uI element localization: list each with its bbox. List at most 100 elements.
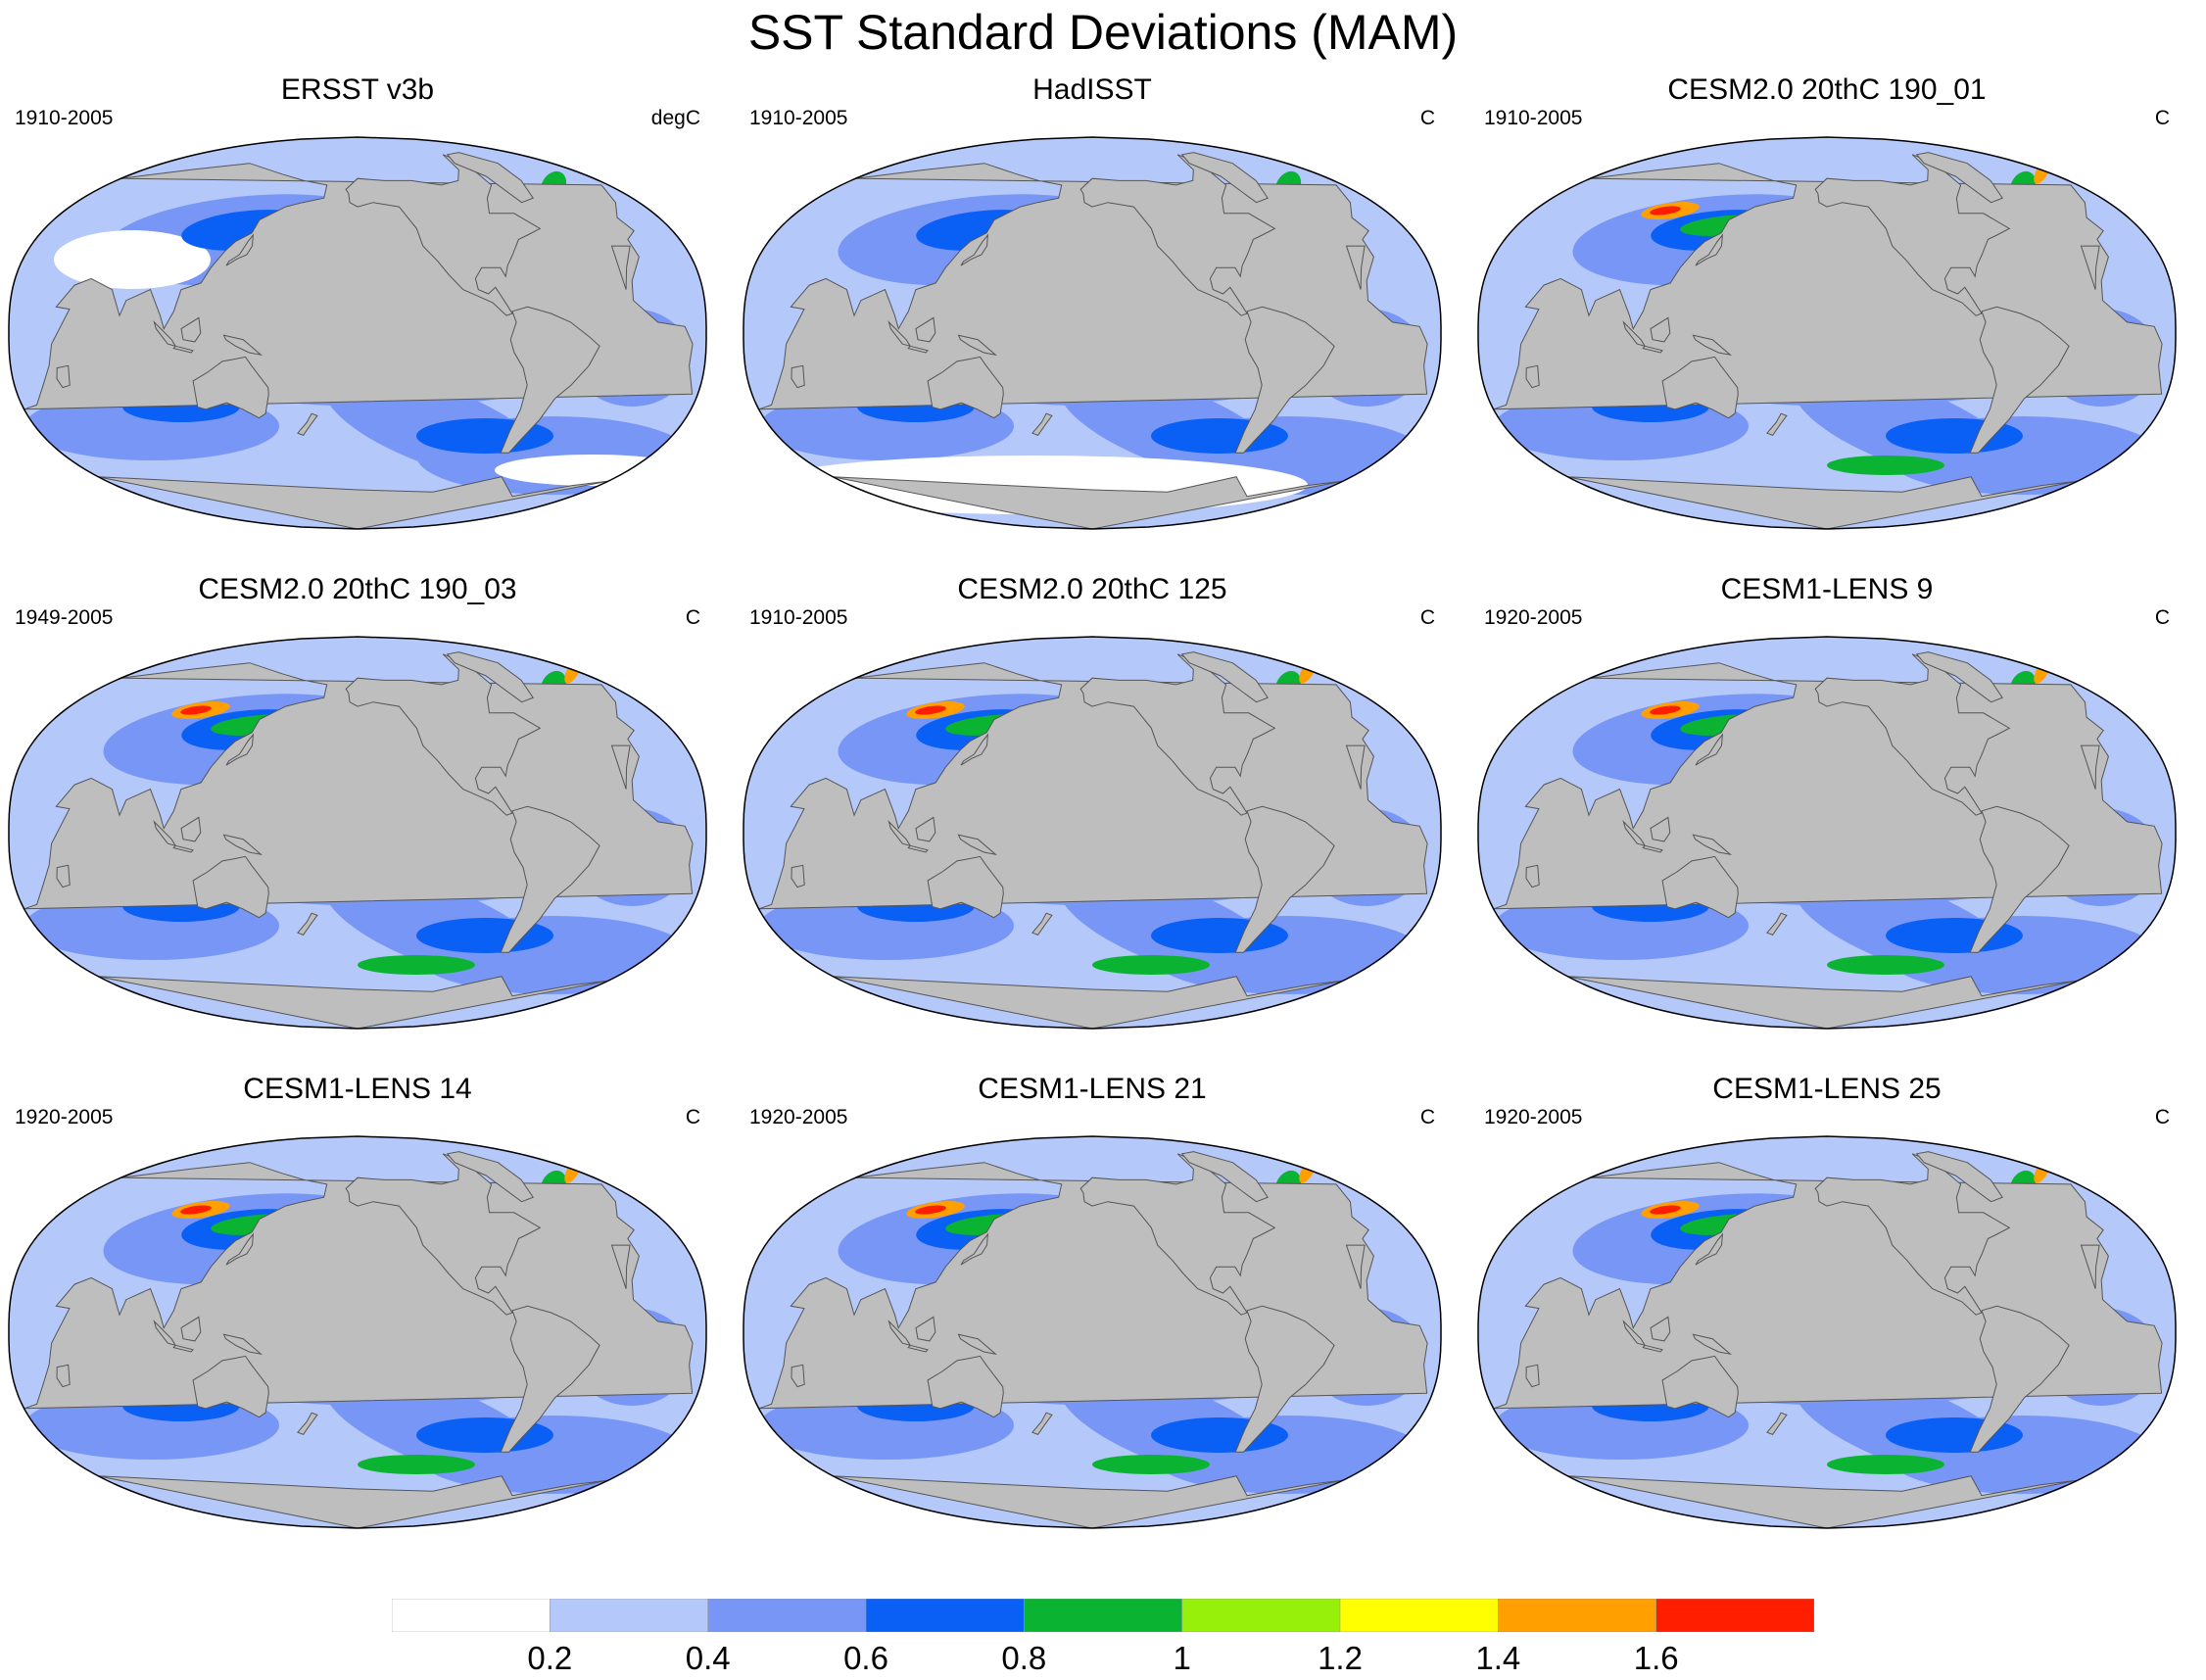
landmass (56, 864, 71, 888)
landmass (225, 1232, 255, 1266)
landmass (225, 733, 255, 766)
panel-title: CESM1-LENS 21 (978, 1073, 1207, 1105)
landmass (1650, 816, 1671, 842)
landmass (957, 334, 998, 357)
landmass (1642, 844, 1663, 853)
landmass (98, 476, 609, 529)
landmass (833, 476, 1344, 529)
landmass (1692, 334, 1733, 357)
landmass (1234, 306, 1335, 454)
panel-period: 1910-2005 (1484, 107, 1583, 129)
landmass (1642, 1344, 1663, 1353)
colorbar-tick-label: 0.8 (1001, 1640, 1047, 1676)
panel-units: C (1419, 606, 1435, 629)
landmass (1642, 345, 1663, 354)
panel-title: CESM2.0 20thC 190_03 (198, 573, 517, 605)
colorbar-swatch (392, 1599, 551, 1632)
sst-map (743, 1135, 1442, 1529)
colorbar (392, 1599, 1814, 1632)
panel-units: C (2154, 1106, 2170, 1128)
sst-field (1478, 137, 2176, 529)
landmass (610, 245, 631, 290)
panel-units: C (1419, 107, 1435, 129)
panel-period: 1910-2005 (15, 107, 114, 129)
landmass (180, 816, 202, 842)
landmass (153, 1320, 177, 1347)
panel-period: 1949-2005 (15, 606, 114, 629)
landmass (1180, 1151, 1269, 1203)
colorbar-tick-label: 0.2 (527, 1640, 573, 1676)
landmass (1031, 912, 1053, 936)
panel-period: 1910-2005 (749, 606, 848, 629)
landmass (500, 805, 600, 953)
landmass (907, 844, 929, 853)
colorbar-tick-label: 1.6 (1633, 1640, 1679, 1676)
colorbar-swatch (550, 1599, 708, 1632)
panel-title: CESM1-LENS 9 (1720, 573, 1934, 605)
landmass (1969, 805, 2070, 953)
landmass (98, 976, 609, 1029)
panel-title: CESM2.0 20thC 190_01 (1667, 73, 1987, 106)
colorbar-swatch (707, 1599, 867, 1632)
landmass (446, 1151, 534, 1203)
landmass (192, 1355, 269, 1418)
landmass (957, 1333, 998, 1356)
landmass (172, 844, 194, 853)
map-panel: CESM2.0 20thC 190_01 1910-2005 C (1474, 73, 2180, 534)
sst-map (8, 1135, 707, 1529)
landmass (833, 1475, 1344, 1528)
figure-title: SST Standard Deviations (MAM) (747, 5, 1459, 60)
landmass (833, 976, 1344, 1029)
map-panel: CESM1-LENS 9 1920-2005 C (1474, 573, 2180, 1033)
landmass (446, 152, 534, 204)
landmass (960, 1232, 989, 1266)
panel-units: C (2154, 606, 2170, 629)
sst-map (1477, 636, 2177, 1030)
colorbar-tick-label: 1.4 (1475, 1640, 1521, 1676)
landmass (610, 744, 631, 790)
colorbar-swatch (1655, 1599, 1814, 1632)
landmass (1766, 412, 1788, 437)
landmass (610, 1244, 631, 1289)
landmass (791, 1364, 805, 1388)
landmass (297, 912, 318, 936)
landmass (907, 345, 929, 354)
landmass (1567, 476, 2079, 529)
landmass (1622, 320, 1647, 348)
landmass (1031, 412, 1053, 437)
landmass (1695, 1232, 1724, 1266)
sst-map (1477, 1135, 2177, 1529)
landmass (297, 412, 318, 437)
landmass (927, 855, 1004, 919)
landmass (1692, 834, 1733, 856)
landmass (1234, 805, 1335, 953)
landmass (1622, 820, 1647, 847)
landmass (915, 1316, 936, 1342)
landmass (222, 1333, 264, 1356)
landmass (915, 316, 936, 343)
landmass (1969, 306, 2070, 454)
colorbar-tick-label: 0.4 (685, 1640, 731, 1676)
landmass (222, 834, 264, 856)
landmass (172, 1344, 194, 1353)
sst-field (743, 1136, 1441, 1528)
panel-title: HadISST (1032, 73, 1152, 106)
landmass (1695, 233, 1724, 266)
landmass (1180, 152, 1269, 204)
panel-title: CESM2.0 20thC 125 (957, 573, 1227, 605)
landmass (1695, 733, 1724, 766)
landmass (180, 1316, 202, 1342)
sst-map (743, 636, 1442, 1030)
panel-period: 1920-2005 (1484, 1106, 1583, 1128)
map-panel: CESM2.0 20thC 125 1910-2005 C (740, 573, 1445, 1033)
landmass (1079, 1153, 1276, 1316)
colorbar-tick-label: 1 (1173, 1640, 1191, 1676)
sst-field (9, 637, 706, 1029)
landmass (2080, 245, 2100, 290)
landmass (1766, 912, 1788, 936)
landmass (225, 233, 255, 266)
landmass (297, 1412, 318, 1436)
sst-field (743, 637, 1441, 1029)
landmass (887, 320, 912, 348)
landmass (927, 356, 1004, 419)
